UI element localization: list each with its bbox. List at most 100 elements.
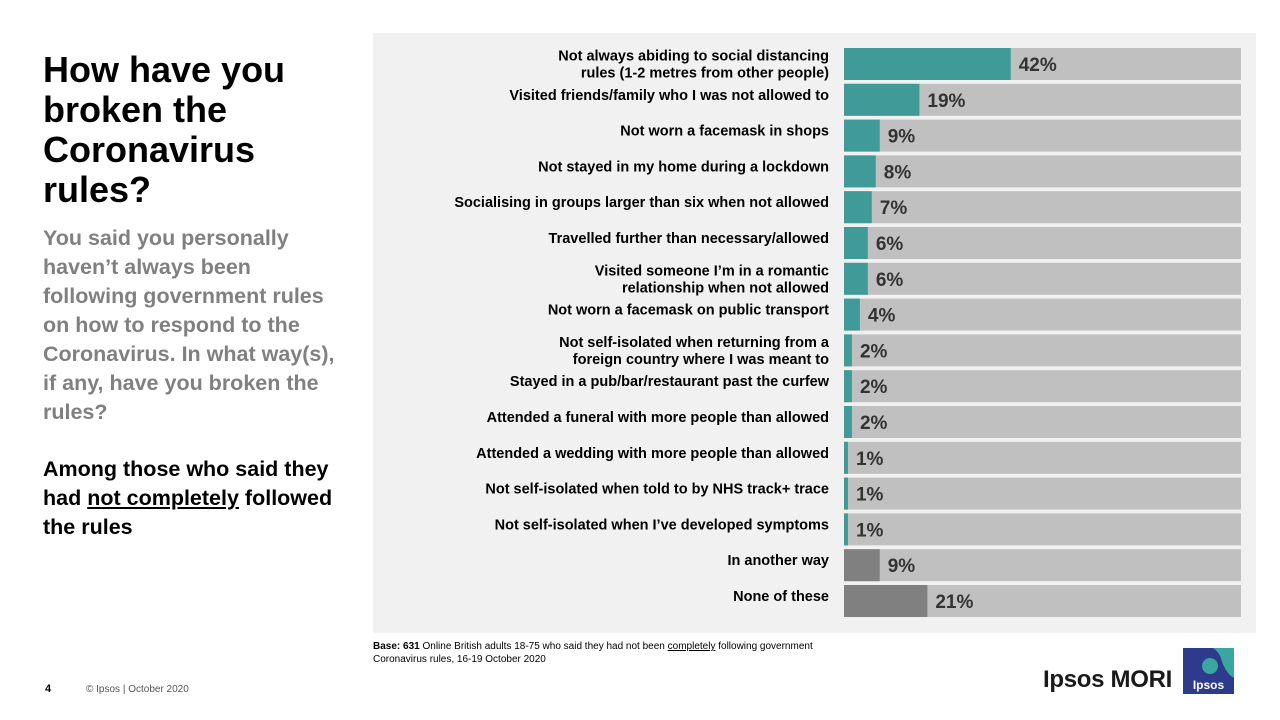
base-note: Base: 631 Online British adults 18-75 wh… <box>373 640 813 666</box>
bar-row: 9% In another way <box>727 549 1241 582</box>
bar <box>844 585 928 617</box>
question-text: You said you personally haven’t always b… <box>43 226 335 424</box>
category-label: In another way <box>727 553 829 569</box>
bar-track <box>844 441 1241 474</box>
category-label-line: Stayed in a pub/bar/restaurant past the … <box>510 374 830 390</box>
category-label: Stayed in a pub/bar/restaurant past the … <box>510 374 830 390</box>
bar-row: 1% Not self-isolated when I’ve developed … <box>495 513 1241 546</box>
category-label-line: Not stayed in my home during a lockdown <box>538 159 829 175</box>
data-label: 7% <box>880 198 908 219</box>
bar <box>844 334 852 367</box>
bar-row: 42% Not always abiding to social distanci… <box>558 48 1241 82</box>
category-label: None of these <box>733 589 829 605</box>
data-label: 1% <box>856 449 884 470</box>
data-label: 2% <box>860 341 888 362</box>
data-label: 4% <box>868 306 896 327</box>
bar-track <box>844 155 1241 188</box>
bar <box>844 48 1011 80</box>
base-emphasis: not completely <box>87 486 239 510</box>
category-label: Not self-isolated when told to by NHS tr… <box>485 482 829 498</box>
base-note-pre: Online British adults 18-75 who said the… <box>419 641 668 652</box>
bar-row: 1% Attended a wedding with more people th… <box>476 441 1241 474</box>
category-label: Socialising in groups larger than six wh… <box>454 195 829 211</box>
logo-text: Ipsos <box>1193 678 1225 692</box>
data-label: 1% <box>856 520 884 541</box>
bar <box>844 83 920 116</box>
category-label: Not stayed in my home during a lockdown <box>538 159 829 175</box>
bar <box>844 477 848 510</box>
category-label: Not always abiding to social distancing r… <box>558 49 829 82</box>
category-label-line: rules (1-2 metres from other people) <box>581 66 829 82</box>
page-number: 4 <box>45 683 52 695</box>
bar-row: 19% Visited friends/family who I was not … <box>509 83 1241 116</box>
data-label: 1% <box>856 485 884 506</box>
category-label: Attended a funeral with more people than… <box>487 410 829 426</box>
bar-track <box>844 227 1241 259</box>
bar <box>844 441 848 474</box>
category-label-line: In another way <box>727 553 829 569</box>
copyright: © Ipsos | October 2020 <box>86 684 189 695</box>
category-label-line: Socialising in groups larger than six wh… <box>454 195 829 211</box>
bar <box>844 370 852 403</box>
bar-track <box>844 513 1241 546</box>
data-label: 2% <box>860 413 888 434</box>
category-label-line: None of these <box>733 589 829 605</box>
base-note-post: following government Coronavirus rules, … <box>373 641 813 665</box>
bar-row: 2% Attended a funeral with more people th… <box>487 406 1241 438</box>
bar-row: 2% Stayed in a pub/bar/restaurant past th… <box>510 370 1241 403</box>
data-label: 42% <box>1019 55 1057 76</box>
category-label-line: Not self-isolated when returning from a <box>559 335 830 351</box>
data-label: 9% <box>888 556 916 577</box>
bar-track <box>844 262 1241 295</box>
slide-title: How have you broken the Coronavirus rule… <box>43 49 286 210</box>
chart-panel: 42% Not always abiding to social distanci… <box>373 33 1256 633</box>
category-label-line: relationship when not allowed <box>622 280 829 296</box>
category-label-line: Visited someone I’m in a romantic <box>595 263 829 279</box>
bar-track <box>844 370 1241 403</box>
category-label-line: Attended a wedding with more people than… <box>476 446 829 462</box>
data-label: 21% <box>935 592 973 613</box>
bar <box>844 191 872 224</box>
category-label: Not self-isolated when I’ve developed sy… <box>495 517 829 533</box>
base-note-emphasis: completely <box>667 641 716 652</box>
bar-track <box>844 334 1241 367</box>
bar-track <box>844 298 1241 331</box>
base-prefix: Among those who said they had <box>43 457 329 510</box>
brand-name: Ipsos MORI <box>1043 666 1173 693</box>
base-note-label: Base: 631 <box>373 641 420 652</box>
category-label-line: Not worn a facemask in shops <box>620 124 829 140</box>
category-label-line: Not worn a facemask on public transport <box>548 303 829 319</box>
category-label-line: Not always abiding to social distancing <box>558 49 829 65</box>
bar-track <box>844 477 1241 510</box>
bar-row: 2% Not self-isolated when returning from … <box>559 334 1241 368</box>
category-label-line: Visited friends/family who I was not all… <box>509 88 829 104</box>
bar <box>844 513 848 546</box>
bar-row: 9% Not worn a facemask in shops <box>620 119 1241 152</box>
base-description: Among those who said they had not comple… <box>43 455 343 542</box>
data-label: 6% <box>876 270 904 291</box>
bar-row: 4% Not worn a facemask on public transpor… <box>548 298 1241 331</box>
bar-row: 1% Not self-isolated when told to by NHS … <box>485 477 1241 510</box>
bar-track <box>844 119 1241 152</box>
bar <box>844 227 868 259</box>
ipsos-logo-icon: Ipsos <box>1183 648 1234 694</box>
bar-chart: 42% Not always abiding to social distanci… <box>454 48 1241 617</box>
bar <box>844 262 868 295</box>
bar-row: 7% Socialising in groups larger than six … <box>454 191 1241 224</box>
category-label-line: Not self-isolated when told to by NHS tr… <box>485 482 829 498</box>
category-label: Not worn a facemask on public transport <box>548 303 829 319</box>
data-label: 9% <box>888 127 916 148</box>
bar-track <box>844 191 1241 224</box>
category-label-line: foreign country where I was meant to <box>573 352 829 368</box>
data-label: 8% <box>884 162 912 183</box>
bar-row: 6% Visited someone I’m in a romantic relat… <box>595 262 1241 296</box>
bar-row: 6% Travelled further than necessary/allow… <box>549 227 1241 259</box>
category-label-line: Attended a funeral with more people than… <box>487 410 829 426</box>
bar-track <box>844 549 1241 582</box>
bar <box>844 406 852 438</box>
bar <box>844 119 880 152</box>
category-label-line: Not self-isolated when I’ve developed sy… <box>495 517 829 533</box>
category-label: Attended a wedding with more people than… <box>476 446 829 462</box>
base-suffix: followed the rules <box>43 486 333 539</box>
